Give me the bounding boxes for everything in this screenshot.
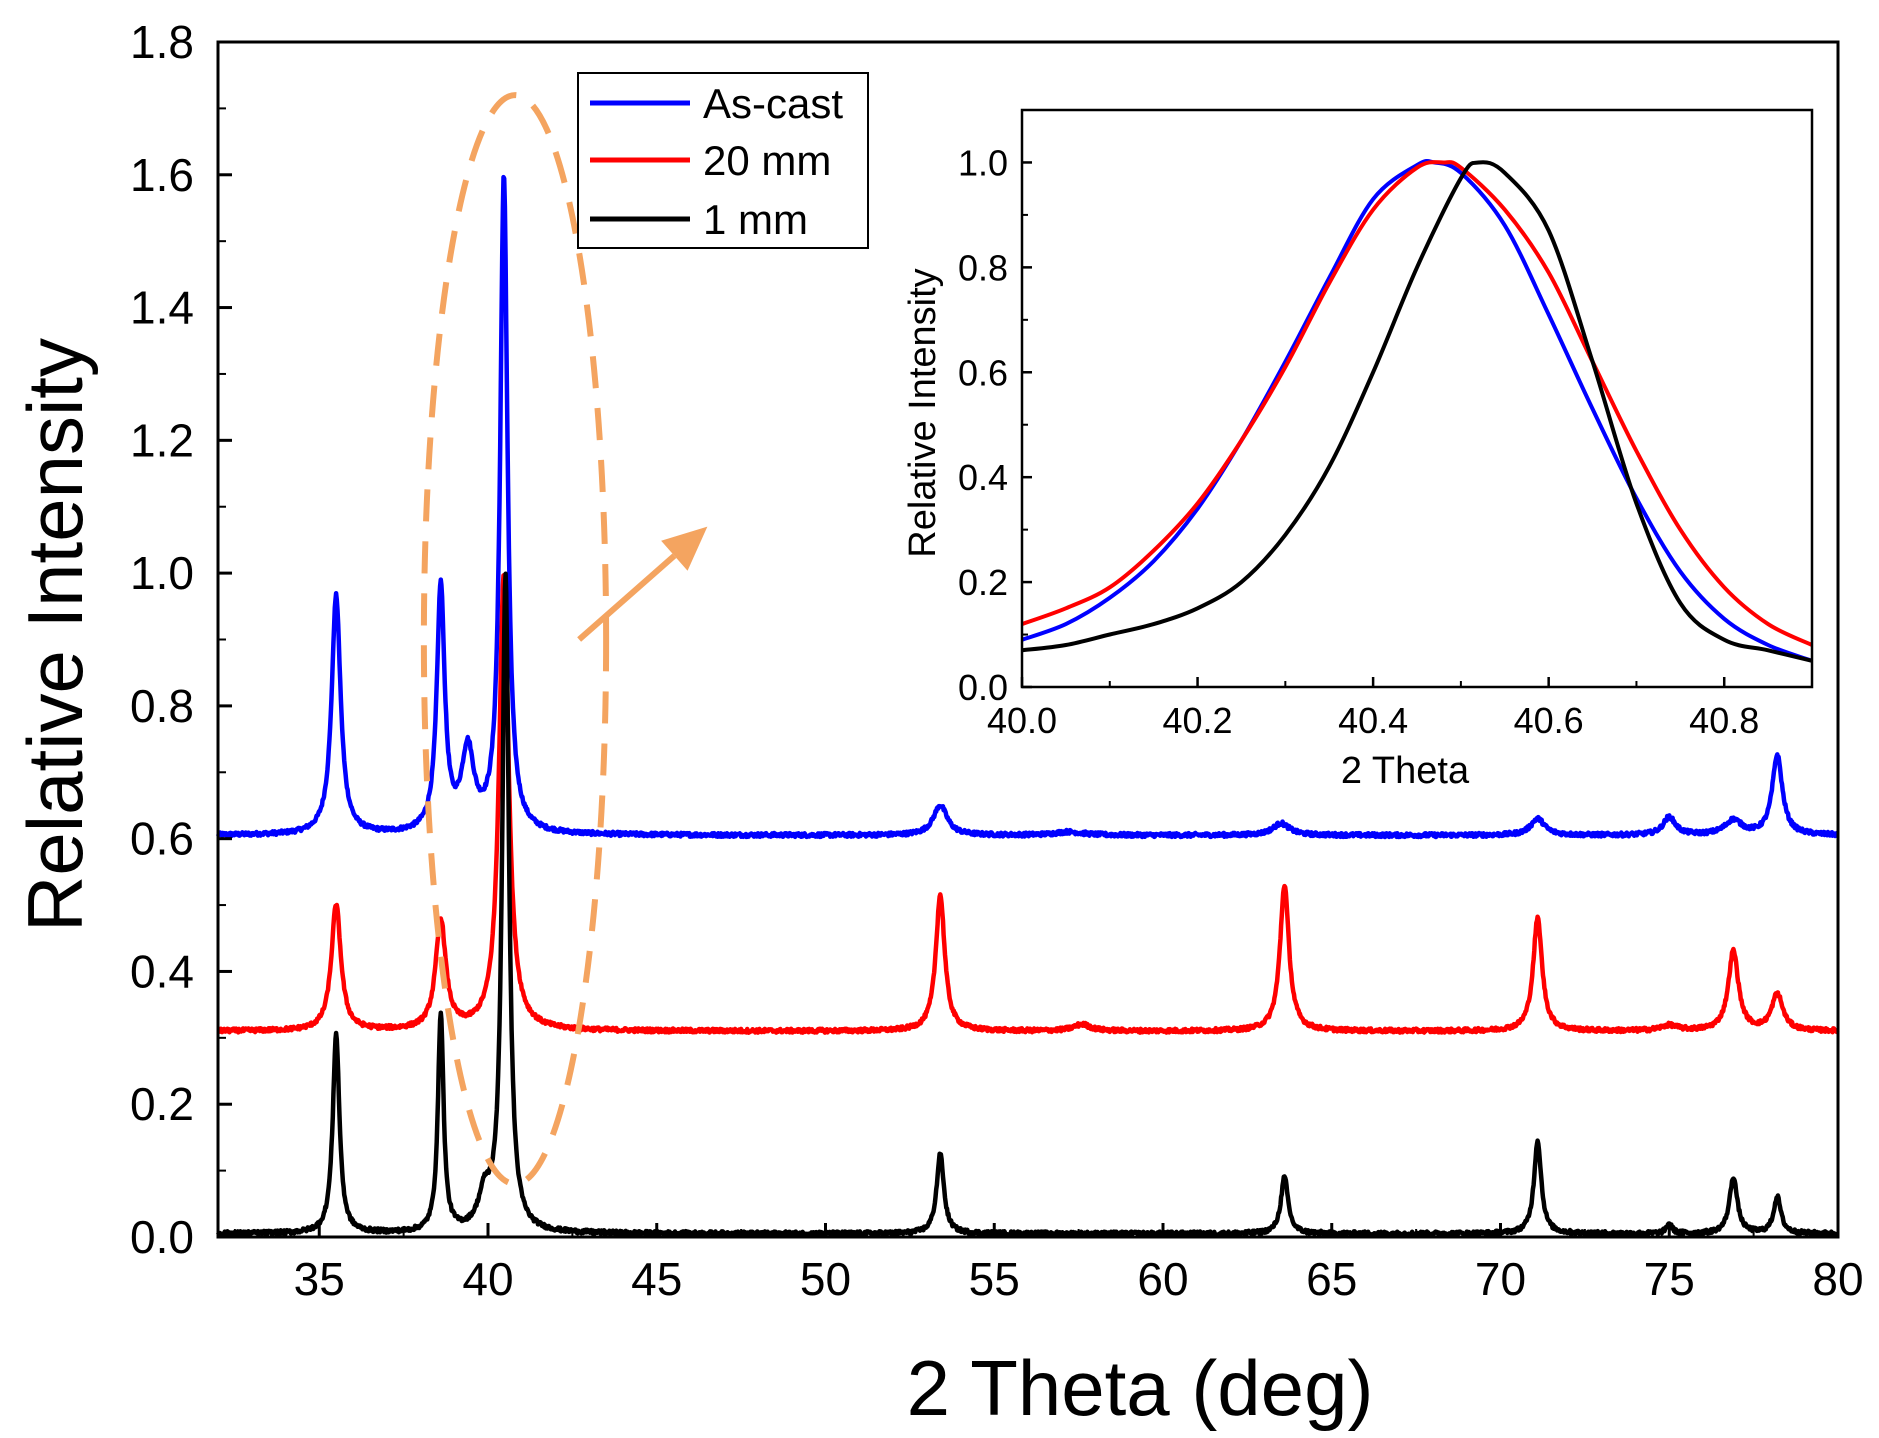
highlight-ellipse [420, 92, 610, 1187]
main-x-tick-label: 40 [462, 1253, 513, 1305]
inset-x-tick-label: 40.4 [1338, 700, 1408, 741]
main-series-as-cast [215, 174, 1840, 840]
main-x-tick-label: 50 [800, 1253, 851, 1305]
inset-plot-frame [1020, 108, 1814, 689]
legend: As-cast 20 mm 1 mm [577, 72, 869, 249]
legend-label-20mm: 20 mm [703, 137, 831, 184]
inset-x-tick-label: 40.8 [1689, 700, 1759, 741]
inset-series-group [1021, 158, 1813, 663]
inset-y-tick-label: 0.4 [958, 457, 1008, 498]
main-x-ticks: 35 40 45 50 55 60 65 70 75 80 [233, 1223, 1864, 1305]
main-series-group [215, 174, 1840, 1238]
zoom-arrow-head [661, 526, 708, 571]
main-x-tick-label: 45 [631, 1253, 682, 1305]
inset-y-tick-label: 1.0 [958, 142, 1008, 183]
inset-y-ticks: 0.0 0.2 0.4 0.6 0.8 1.0 [958, 142, 1032, 708]
main-annotations [420, 92, 708, 1187]
main-y-ticks: 0.0 0.2 0.4 0.6 0.8 1.0 1.2 1.4 1.6 1.8 [130, 16, 232, 1263]
inset-y-tick-label: 0.0 [958, 667, 1008, 708]
inset-y-tick-label: 0.8 [958, 247, 1008, 288]
main-series-20-mm [216, 572, 1840, 1035]
inset-series-1-mm [1021, 160, 1813, 663]
main-x-tick-label: 75 [1644, 1253, 1695, 1305]
main-chart: 35 40 45 50 55 60 65 70 75 80 0.0 0.2 0.4 0.6 0.8 1.0 1… [11, 16, 1864, 1432]
main-x-tick-label: 60 [1137, 1253, 1188, 1305]
inset-x-ticks: 40.0 40.2 40.4 40.6 40.8 [987, 677, 1759, 741]
main-x-tick-label: 80 [1812, 1253, 1863, 1305]
main-y-tick-label: 0.0 [130, 1211, 194, 1263]
main-x-axis-title: 2 Theta (deg) [907, 1344, 1374, 1432]
main-x-tick-label: 65 [1306, 1253, 1357, 1305]
inset-chart: 40.0 40.2 40.4 40.6 40.8 0.00.20.40.60.81.0 … [902, 108, 1814, 792]
inset-x-tick-label: 40.0 [987, 700, 1057, 741]
main-y-axis-title: Relative Intensity [11, 338, 99, 932]
main-y-tick-label: 1.0 [130, 547, 194, 599]
main-y-tick-label: 1.8 [130, 16, 194, 68]
main-y-tick-label: 1.6 [130, 149, 194, 201]
inset-y-axis-title: Relative Intensity [902, 268, 944, 557]
inset-y-tick-label: 0.6 [958, 352, 1008, 393]
inset-series-20-mm [1021, 160, 1813, 647]
inset-y-tick-label: 0.2 [958, 562, 1008, 603]
main-y-tick-label: 0.8 [130, 680, 194, 732]
legend-label-1mm: 1 mm [703, 196, 808, 243]
main-x-tick-label: 70 [1475, 1253, 1526, 1305]
main-y-tick-label: 0.6 [130, 813, 194, 865]
inset-x-axis-title: 2 Theta [1341, 750, 1470, 792]
zoom-arrow-shaft [577, 553, 677, 642]
main-y-tick-label: 0.2 [130, 1078, 194, 1130]
legend-label-as-cast: As-cast [703, 80, 843, 127]
main-x-tick-label: 55 [969, 1253, 1020, 1305]
inset-background [1022, 110, 1812, 687]
main-series-1-mm [216, 571, 1840, 1238]
main-y-tick-label: 1.2 [130, 414, 194, 466]
main-y-tick-label: 1.4 [130, 282, 194, 334]
main-x-tick-label: 35 [294, 1253, 345, 1305]
inset-x-tick-label: 40.6 [1514, 700, 1584, 741]
main-y-tick-label: 0.4 [130, 945, 194, 997]
inset-x-tick-label: 40.2 [1163, 700, 1233, 741]
